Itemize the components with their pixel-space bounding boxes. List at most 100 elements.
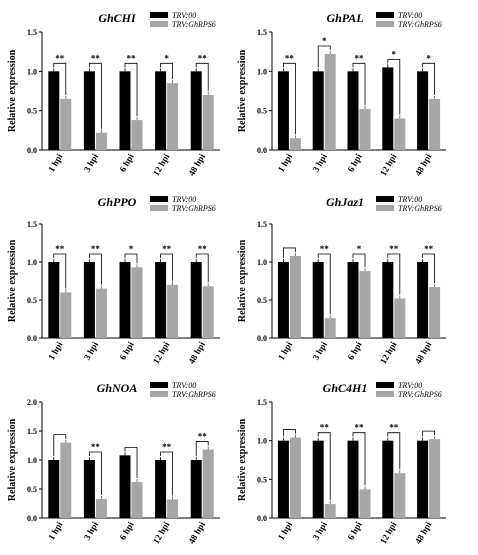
- significance-marker: **: [389, 244, 399, 254]
- bar-trv00: [277, 71, 289, 150]
- x-tick-label: 1 hpi: [46, 520, 65, 542]
- legend-label: TRV:GhRPS6: [398, 390, 442, 399]
- legend-label: TRV:GhRPS6: [172, 204, 216, 213]
- x-tick-label: 48 hpi: [413, 152, 434, 178]
- panel-ghc4h1: GhC4H1 0.0 0.5 1.0 1.5 Relative expression 1 h…: [237, 381, 446, 546]
- bar-trv-ghrps6: [202, 449, 214, 518]
- y-tick-label: 0.0: [27, 146, 37, 155]
- bar-trv-ghrps6: [202, 94, 214, 150]
- chart-title: GhC4H1: [323, 381, 368, 395]
- legend-label: TRV:00: [172, 11, 196, 20]
- y-tick-label: 0.0: [27, 334, 37, 343]
- significance-bracket: [352, 432, 366, 486]
- legend-swatch: [150, 391, 168, 397]
- y-tick-label: 0.0: [257, 146, 267, 155]
- significance-bracket: [387, 59, 401, 115]
- y-tick-label: 1.5: [257, 220, 267, 229]
- legend-label: TRV:00: [172, 195, 196, 204]
- bar-trv00: [417, 262, 429, 338]
- bar-trv-ghrps6: [60, 442, 72, 518]
- x-tick-label: 12 hpi: [378, 520, 399, 546]
- significance-bracket: [124, 62, 138, 117]
- significance-bracket: [282, 247, 296, 258]
- y-tick-label: 0.5: [257, 107, 267, 116]
- legend-swatch: [376, 21, 394, 27]
- bar-trv00: [312, 71, 324, 150]
- bar-trv00: [312, 440, 324, 518]
- bar-trv-ghrps6: [289, 437, 301, 518]
- legend-swatch: [376, 382, 394, 388]
- y-tick-label: 1.0: [27, 456, 37, 465]
- significance-bracket: [317, 45, 331, 68]
- significance-marker: *: [164, 53, 169, 63]
- significance-marker: **: [198, 244, 208, 254]
- y-axis-label: Relative expression: [7, 49, 18, 132]
- legend-label: TRV:00: [398, 195, 422, 204]
- bar-trv00: [48, 262, 60, 338]
- chart-title: GhPPO: [98, 195, 137, 209]
- significance-marker: **: [389, 423, 399, 433]
- y-axis-label: Relative expression: [7, 418, 18, 501]
- significance-marker: **: [320, 423, 330, 433]
- significance-bracket: [53, 62, 67, 95]
- significance-bracket: [160, 451, 174, 496]
- legend-label: TRV:GhRPS6: [172, 390, 216, 399]
- significance-marker: *: [426, 53, 431, 63]
- bar-trv-ghrps6: [167, 83, 179, 150]
- legend-label: TRV:GhRPS6: [398, 20, 442, 29]
- x-tick-label: 48 hpi: [413, 520, 434, 546]
- bar-trv00: [155, 262, 167, 338]
- x-tick-label: 48 hpi: [186, 520, 207, 546]
- x-tick-label: 3 hpi: [82, 520, 101, 542]
- x-tick-label: 12 hpi: [378, 152, 399, 178]
- legend-swatch: [376, 205, 394, 211]
- bar-trv-ghrps6: [429, 98, 441, 150]
- chart-title: GhCHI: [98, 11, 137, 25]
- x-tick-label: 3 hpi: [82, 340, 101, 362]
- bar-trv00: [190, 71, 202, 150]
- significance-marker: **: [198, 53, 208, 63]
- legend-label: TRV:00: [172, 381, 196, 390]
- legend-swatch: [376, 391, 394, 397]
- x-tick-label: 6 hpi: [345, 340, 364, 362]
- y-tick-label: 1.5: [257, 398, 267, 407]
- legend-swatch: [376, 196, 394, 202]
- y-tick-label: 1.0: [27, 67, 37, 76]
- significance-bracket: [352, 62, 366, 106]
- bar-trv00: [83, 71, 95, 150]
- y-axis-label: Relative expression: [237, 239, 248, 322]
- panel-ghppo: GhPPO 0.0 0.5 1.0 1.5 Relative expression ** 1 …: [7, 195, 220, 366]
- significance-marker: **: [55, 244, 65, 254]
- bar-trv00: [83, 460, 95, 518]
- significance-marker: **: [198, 432, 208, 442]
- bar-trv00: [382, 440, 394, 518]
- x-tick-label: 1 hpi: [46, 340, 65, 362]
- chart-title: GhJaz1: [326, 195, 364, 209]
- bar-trv-ghrps6: [131, 120, 143, 150]
- legend-swatch: [150, 12, 168, 18]
- bar-trv-ghrps6: [131, 482, 143, 518]
- significance-bracket: [89, 62, 102, 129]
- bar-trv00: [119, 455, 131, 518]
- bar-trv00: [312, 262, 324, 338]
- significance-bracket: [317, 253, 331, 315]
- significance-marker: **: [320, 244, 330, 254]
- y-tick-label: 1.5: [257, 28, 267, 37]
- bar-trv-ghrps6: [359, 271, 371, 338]
- significance-bracket: [352, 253, 366, 268]
- x-tick-label: 6 hpi: [345, 520, 364, 542]
- y-tick-label: 0.0: [257, 514, 267, 523]
- x-tick-label: 1 hpi: [46, 152, 65, 174]
- significance-marker: **: [285, 53, 295, 63]
- y-tick-label: 1.0: [257, 67, 267, 76]
- bar-trv00: [382, 262, 394, 338]
- significance-marker: **: [55, 53, 65, 63]
- significance-bracket: [53, 434, 67, 456]
- bar-trv-ghrps6: [289, 138, 301, 150]
- chart-title: GhPAL: [326, 11, 363, 25]
- bar-trv00: [382, 67, 394, 150]
- significance-bracket: [124, 253, 138, 264]
- bar-trv00: [155, 460, 167, 518]
- y-tick-label: 0.5: [27, 485, 37, 494]
- significance-bracket: [387, 253, 401, 295]
